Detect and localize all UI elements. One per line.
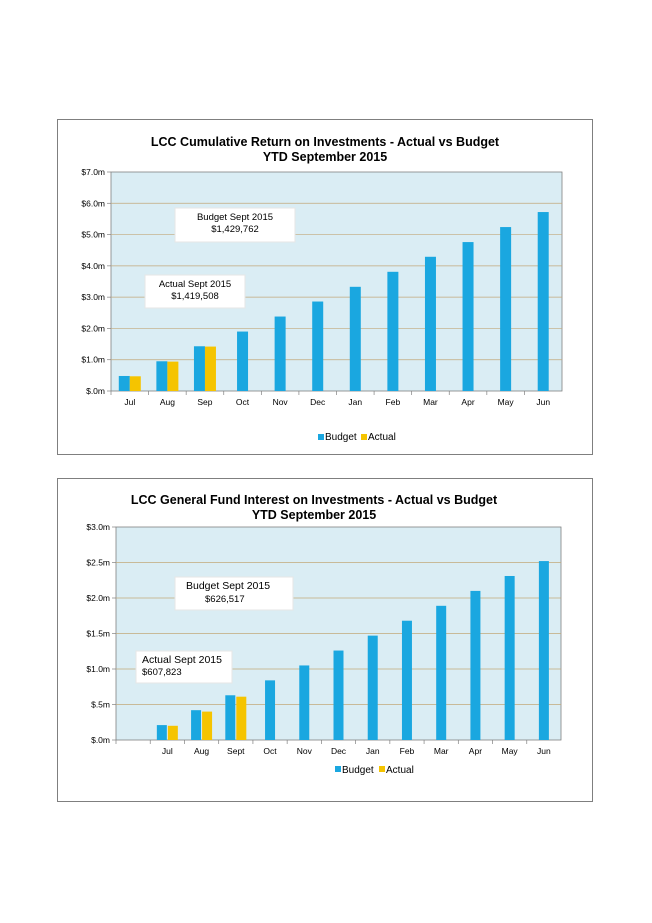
annotation-actual-box <box>144 274 246 309</box>
y-tick-label: $5.0m <box>81 230 105 240</box>
legend-label-actual: Actual <box>386 765 414 776</box>
bar-budget-jul <box>118 375 130 391</box>
legend-swatch-actual <box>379 766 385 772</box>
legend-label-budget: Budget <box>342 765 374 776</box>
legend-label-budget: Budget <box>325 432 357 443</box>
bar-actual-aug <box>167 361 179 391</box>
bar-budget-jun <box>537 212 549 391</box>
x-tick-label: Jun <box>536 397 550 407</box>
x-tick-label: Dec <box>331 746 347 756</box>
x-tick-label: Aug <box>194 746 209 756</box>
general-fund-interest-chart: LCC General Fund Interest on Investments… <box>86 493 562 776</box>
bar-budget-feb <box>401 620 412 740</box>
bar-budget-jan <box>367 635 378 740</box>
y-tick-label: $.5m <box>91 700 110 710</box>
y-tick-label: $1.0m <box>81 355 105 365</box>
annotation-actual-box <box>135 650 233 684</box>
bar-budget-mar <box>436 605 447 740</box>
x-tick-label: Apr <box>461 397 474 407</box>
x-tick-label: Mar <box>434 746 449 756</box>
bar-budget-nov <box>274 316 286 391</box>
bar-budget-oct <box>265 680 276 740</box>
y-tick-label: $7.0m <box>81 167 105 177</box>
annotation-actual-label: Actual Sept 2015 <box>142 654 222 666</box>
annotation-budget-label: Budget Sept 2015 <box>186 580 270 592</box>
chart-panel-cumulative-return: LCC Cumulative Return on Investments - A… <box>57 119 593 455</box>
legend-swatch-budget <box>335 766 341 772</box>
x-tick-label: Oct <box>263 746 277 756</box>
bar-actual-sept <box>236 696 247 740</box>
x-tick-label: May <box>498 397 515 407</box>
x-tick-label: Apr <box>469 746 482 756</box>
bar-budget-apr <box>470 590 481 740</box>
y-tick-label: $.0m <box>86 386 105 396</box>
x-tick-label: Mar <box>423 397 438 407</box>
y-tick-label: $4.0m <box>81 261 105 271</box>
annotation-budget-value: $1,429,762 <box>211 224 259 235</box>
cumulative-return-chart: LCC Cumulative Return on Investments - A… <box>81 135 563 443</box>
bar-budget-oct <box>237 331 249 391</box>
chart-title: LCC General Fund Interest on Investments… <box>131 493 498 507</box>
bar-budget-apr <box>462 242 474 391</box>
bar-actual-sep <box>204 346 216 391</box>
bar-budget-aug <box>191 710 202 740</box>
bar-budget-jan <box>349 286 361 391</box>
bar-actual-jul <box>129 376 141 391</box>
annotation-budget-box <box>174 207 296 243</box>
y-tick-label: $2.5m <box>86 558 110 568</box>
y-tick-label: $.0m <box>91 735 110 745</box>
x-tick-label: Nov <box>297 746 313 756</box>
y-tick-label: $2.0m <box>86 593 110 603</box>
legend-swatch-budget <box>318 434 324 440</box>
annotation-budget-label: Budget Sept 2015 <box>197 212 273 223</box>
x-tick-label: Jul <box>162 746 173 756</box>
bar-budget-jul <box>156 725 167 740</box>
bar-budget-may <box>504 575 515 740</box>
annotation-actual-value: $607,823 <box>142 667 182 678</box>
y-tick-label: $3.0m <box>86 522 110 532</box>
x-tick-label: Nov <box>273 397 289 407</box>
bar-budget-aug <box>156 361 168 391</box>
bar-actual-jul <box>167 725 178 740</box>
bar-budget-mar <box>424 256 436 391</box>
annotation-actual-value: $1,419,508 <box>171 291 219 302</box>
annotation-actual-label: Actual Sept 2015 <box>159 279 231 290</box>
y-tick-label: $6.0m <box>81 198 105 208</box>
chart-panel-general-fund-interest: LCC General Fund Interest on Investments… <box>57 478 593 802</box>
x-tick-label: Jul <box>124 397 135 407</box>
legend-swatch-actual <box>361 434 367 440</box>
x-tick-label: Oct <box>236 397 250 407</box>
legend-label-actual: Actual <box>368 432 396 443</box>
bar-actual-aug <box>202 711 213 740</box>
chart-subtitle: YTD September 2015 <box>252 508 376 522</box>
x-tick-label: Feb <box>386 397 401 407</box>
bar-budget-sep <box>193 346 205 391</box>
bar-budget-dec <box>312 301 324 391</box>
bar-budget-jun <box>538 561 549 740</box>
bar-budget-dec <box>333 650 344 740</box>
annotation-budget-value: $626,517 <box>205 594 245 605</box>
chart-title: LCC Cumulative Return on Investments - A… <box>151 135 500 149</box>
bar-budget-sept <box>225 695 236 740</box>
x-tick-label: Feb <box>400 746 415 756</box>
y-tick-label: $2.0m <box>81 323 105 333</box>
x-tick-label: Jun <box>537 746 551 756</box>
bar-budget-may <box>500 227 512 391</box>
x-tick-label: Jan <box>348 397 362 407</box>
y-tick-label: $3.0m <box>81 292 105 302</box>
bar-budget-nov <box>299 665 310 740</box>
x-tick-label: Aug <box>160 397 175 407</box>
chart-subtitle: YTD September 2015 <box>263 150 387 164</box>
y-tick-label: $1.0m <box>86 664 110 674</box>
bar-budget-feb <box>387 271 399 391</box>
y-tick-label: $1.5m <box>86 629 110 639</box>
x-tick-label: Sept <box>227 746 245 756</box>
x-tick-label: Jan <box>366 746 380 756</box>
x-tick-label: May <box>502 746 519 756</box>
x-tick-label: Sep <box>197 397 212 407</box>
x-tick-label: Dec <box>310 397 326 407</box>
annotation-budget-box <box>174 576 294 611</box>
